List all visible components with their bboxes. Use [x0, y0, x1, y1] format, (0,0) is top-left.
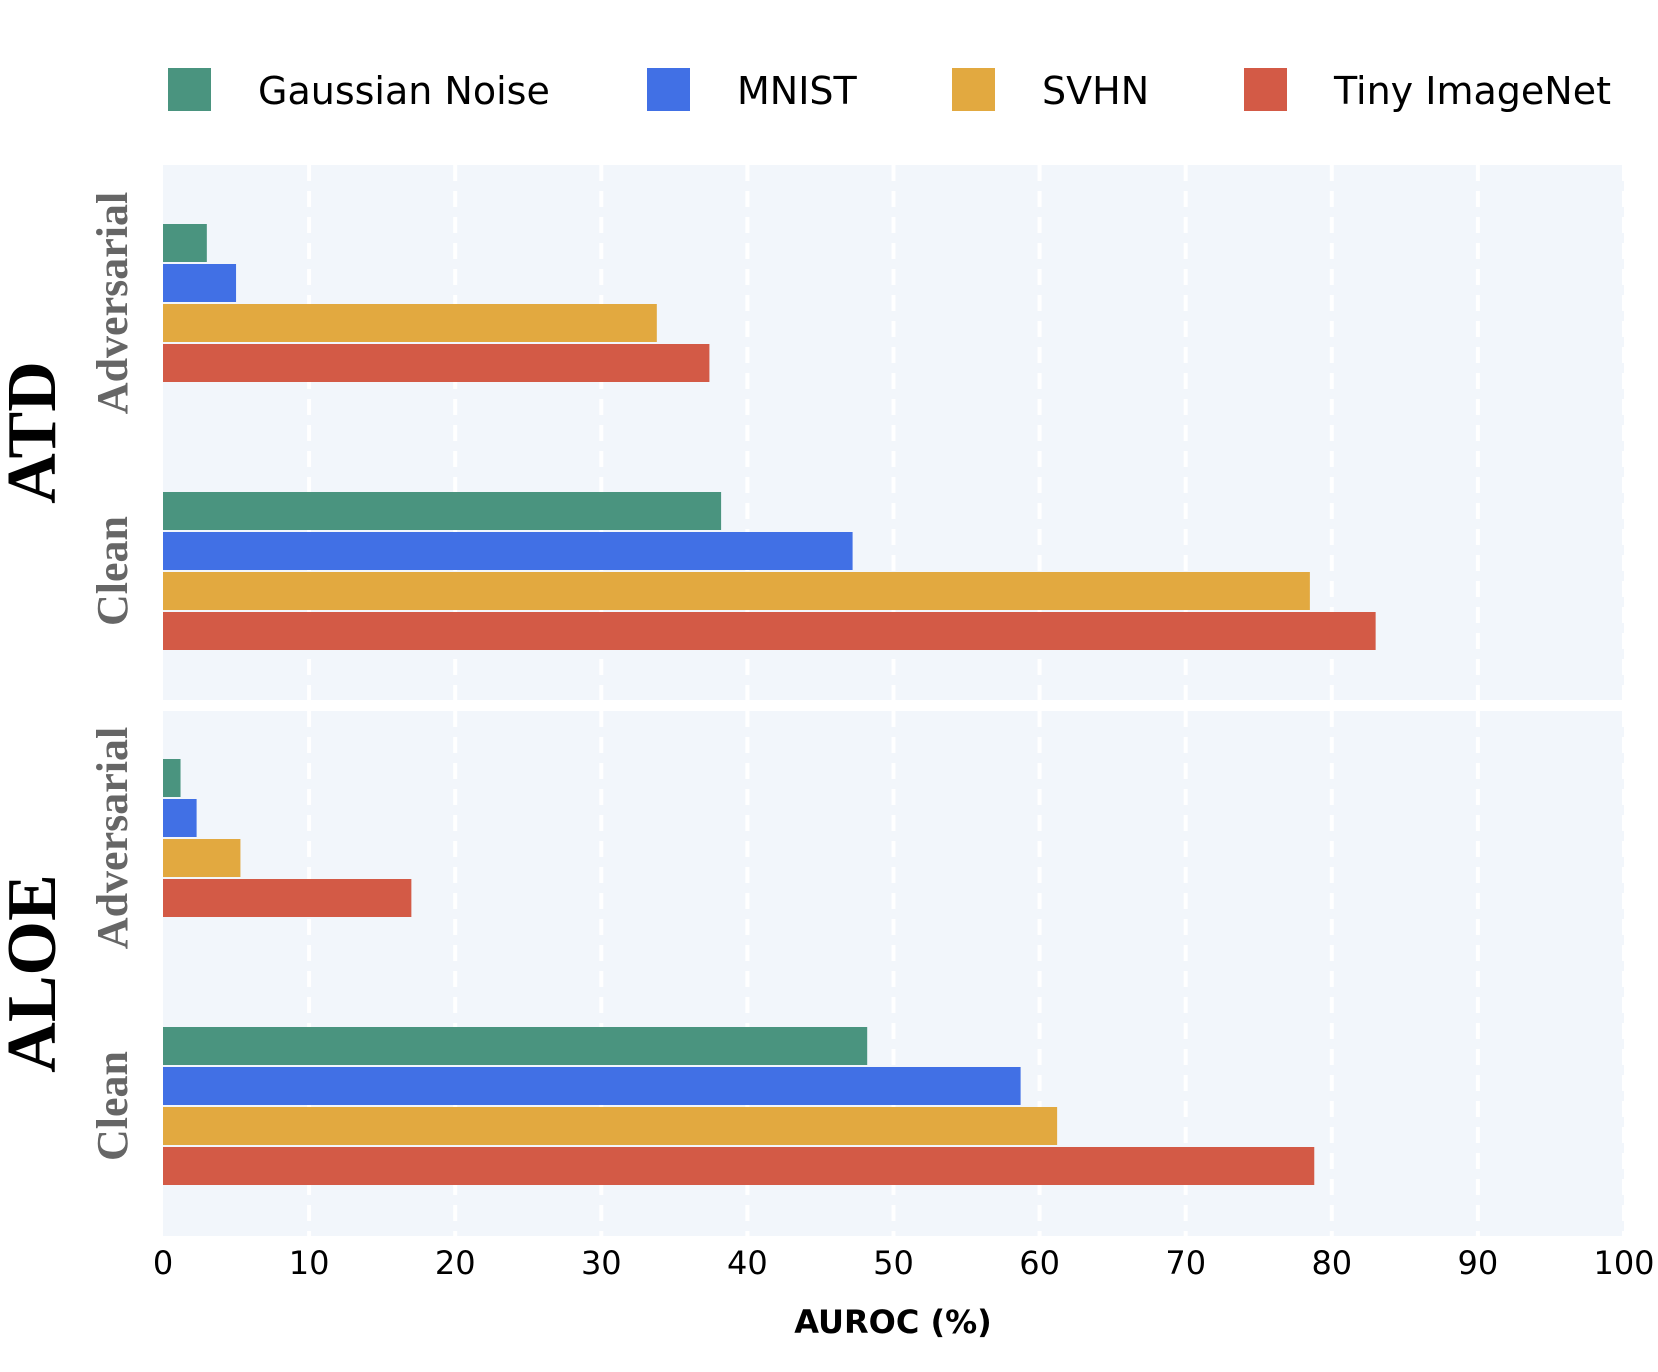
x-axis-label: AUROC (%)	[794, 1303, 992, 1341]
bar-aloe-clean-mnist	[163, 1067, 1021, 1105]
bar-aloe-adversarial-mnist	[163, 799, 197, 837]
group-label-adversarial: Adversarial	[88, 192, 137, 414]
panel-label-atd: ATD	[0, 361, 71, 504]
legend-label-mnist: MNIST	[737, 69, 858, 113]
bar-group-adversarial: Adversarial	[88, 727, 412, 949]
bar-atd-clean-tiny-imagenet	[163, 612, 1376, 650]
x-tick-label: 70	[1165, 1244, 1206, 1282]
bar-aloe-adversarial-tiny-imagenet	[163, 879, 412, 917]
legend-swatch-gaussian-noise	[168, 68, 211, 111]
bar-group-adversarial: Adversarial	[88, 192, 710, 414]
panels: Adversarial Clean ATD Adversarial Clean ALOE	[0, 165, 1626, 1236]
x-tick-label: 20	[435, 1244, 476, 1282]
bar-aloe-clean-svhn	[163, 1107, 1058, 1145]
x-tick-label: 60	[1019, 1244, 1060, 1282]
x-tick-label: 50	[873, 1244, 914, 1282]
bar-atd-adversarial-tiny-imagenet	[163, 344, 710, 382]
legend: Gaussian Noise MNIST SVHN Tiny ImageNet	[168, 68, 1611, 113]
x-tick-label: 100	[1593, 1244, 1654, 1282]
legend-label-svhn: SVHN	[1042, 69, 1149, 113]
bar-atd-adversarial-gaussian-noise	[163, 224, 207, 262]
x-tick-label: 80	[1311, 1244, 1352, 1282]
x-axis: 0 10 20 30 40 50 60 70 80 90 100	[153, 1244, 1655, 1282]
legend-swatch-mnist	[647, 68, 690, 111]
x-tick-label: 30	[581, 1244, 622, 1282]
x-tick-label: 10	[289, 1244, 330, 1282]
legend-label-tiny-imagenet: Tiny ImageNet	[1333, 69, 1611, 113]
legend-swatch-tiny-imagenet	[1244, 68, 1287, 111]
legend-label-gaussian-noise: Gaussian Noise	[258, 69, 550, 113]
x-tick-label: 90	[1458, 1244, 1499, 1282]
bar-aloe-clean-tiny-imagenet	[163, 1147, 1315, 1185]
bar-aloe-adversarial-gaussian-noise	[163, 759, 181, 797]
panel-aloe: Adversarial Clean ALOE	[0, 711, 1626, 1236]
bar-atd-adversarial-svhn	[163, 304, 657, 342]
group-label-clean: Clean	[88, 516, 137, 626]
legend-swatch-svhn	[952, 68, 995, 111]
bar-aloe-clean-gaussian-noise	[163, 1027, 868, 1065]
bar-atd-adversarial-mnist	[163, 264, 237, 302]
x-tick-label: 0	[153, 1244, 173, 1282]
panel-label-aloe: ALOE	[0, 874, 71, 1072]
panel-atd: Adversarial Clean ATD	[0, 165, 1626, 700]
bar-atd-clean-mnist	[163, 532, 853, 570]
x-tick-label: 40	[727, 1244, 768, 1282]
bar-aloe-adversarial-svhn	[163, 839, 241, 877]
group-label-adversarial: Adversarial	[88, 727, 137, 949]
bar-group-clean: Clean	[88, 492, 1376, 650]
group-label-clean: Clean	[88, 1051, 137, 1161]
bar-atd-clean-svhn	[163, 572, 1310, 610]
bar-atd-clean-gaussian-noise	[163, 492, 722, 530]
bar-group-clean: Clean	[88, 1027, 1315, 1185]
